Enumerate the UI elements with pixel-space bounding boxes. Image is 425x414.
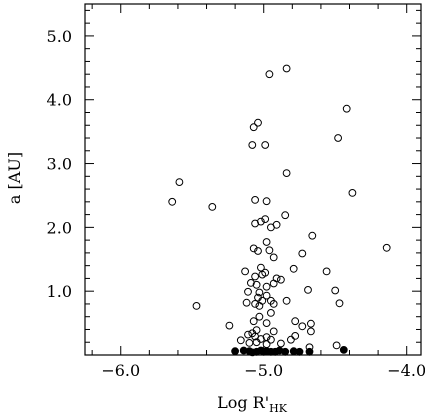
data-point-open <box>277 339 285 348</box>
data-point-open <box>248 141 257 149</box>
data-point-open <box>265 246 274 255</box>
data-point-open <box>251 272 260 281</box>
data-point-open <box>262 238 271 246</box>
data-point-open <box>247 279 255 287</box>
data-point-open <box>269 279 278 288</box>
data-point-open <box>335 299 344 308</box>
data-point-open <box>192 302 201 310</box>
data-point-filled <box>281 347 290 356</box>
data-point-open <box>208 203 217 211</box>
data-point-open <box>236 336 245 345</box>
data-point-open <box>281 211 290 220</box>
data-point-open <box>277 275 285 284</box>
data-point-open <box>175 178 184 187</box>
plot-frame <box>84 3 422 356</box>
data-point-open <box>168 197 177 206</box>
data-point-open <box>262 197 271 206</box>
data-point-open <box>291 332 300 340</box>
data-point-open <box>308 231 317 240</box>
data-point-filled <box>231 347 240 356</box>
data-point-open <box>322 267 331 276</box>
x-axis-title-subscript: HK <box>269 402 288 414</box>
data-point-open <box>249 244 258 253</box>
series-filled-circles <box>231 346 348 357</box>
data-point-filled <box>339 346 348 354</box>
y-tick-label: 5.0 <box>47 27 72 46</box>
data-point-open <box>258 270 267 279</box>
x-tick-label: −5.0 <box>244 361 283 380</box>
data-point-open <box>289 264 298 273</box>
data-point-open <box>282 296 291 305</box>
x-axis-title: Log R'HK <box>217 393 288 414</box>
data-point-open <box>342 104 351 113</box>
data-point-open <box>269 253 278 262</box>
data-point-open <box>265 70 274 79</box>
data-point-open <box>251 196 260 204</box>
data-point-open <box>334 134 343 142</box>
y-tick-label: 4.0 <box>47 91 72 110</box>
x-axis-title-main: Log R' <box>217 393 269 412</box>
data-point-open <box>249 123 258 132</box>
data-point-open <box>242 298 251 307</box>
data-point-open <box>225 321 234 330</box>
data-point-open <box>255 312 264 321</box>
data-point-filled <box>305 347 314 356</box>
data-point-open <box>252 338 261 347</box>
data-point-open <box>254 247 262 255</box>
data-point-open <box>272 220 281 229</box>
data-point-open <box>261 141 270 149</box>
data-point-open <box>241 267 250 276</box>
data-point-open <box>249 317 258 326</box>
data-point-open <box>298 322 307 331</box>
data-point-open <box>291 317 300 326</box>
plot-area-border <box>84 3 422 356</box>
data-point-open <box>261 215 270 224</box>
series-open-circles <box>168 64 391 352</box>
data-point-open <box>287 335 295 344</box>
axis-ticks <box>85 4 421 355</box>
data-point-open <box>262 282 271 291</box>
data-point-open <box>255 288 264 297</box>
data-point-open <box>254 118 262 127</box>
data-point-open <box>304 286 312 294</box>
data-point-open <box>348 189 357 197</box>
data-point-open <box>331 286 340 295</box>
data-point-open <box>244 330 252 339</box>
data-point-open <box>298 249 307 258</box>
y-axis-title: a [AU] <box>5 152 24 204</box>
data-point-open <box>269 327 278 336</box>
axis-tick-labels: −6.0 −5.0 −4.0 1.0 2.0 3.0 4.0 5.0 <box>47 27 425 380</box>
data-point-open <box>267 335 275 344</box>
data-point-open <box>262 319 271 328</box>
data-point-open <box>282 169 291 178</box>
data-point-open <box>307 319 315 328</box>
data-point-open <box>269 300 278 308</box>
x-tick-label: −6.0 <box>101 361 140 380</box>
y-tick-label: 3.0 <box>47 155 72 174</box>
data-point-open <box>307 327 315 336</box>
data-point-open <box>332 341 341 350</box>
data-point-open <box>272 274 281 283</box>
data-point-open <box>267 309 275 317</box>
data-point-open <box>251 219 260 228</box>
data-point-open <box>262 291 271 300</box>
data-point-open <box>257 217 265 226</box>
data-point-open <box>262 340 271 349</box>
x-tick-label: −4.0 <box>387 361 425 380</box>
y-tick-label: 2.0 <box>47 218 72 237</box>
data-point-filled <box>295 347 304 356</box>
data-point-open <box>244 287 252 296</box>
data-point-open <box>245 339 254 347</box>
data-point-open <box>252 280 261 289</box>
y-tick-label: 1.0 <box>47 282 72 301</box>
data-point-open <box>282 64 291 73</box>
data-point-open <box>251 300 260 308</box>
data-point-open <box>382 243 391 252</box>
data-point-open <box>255 302 264 310</box>
